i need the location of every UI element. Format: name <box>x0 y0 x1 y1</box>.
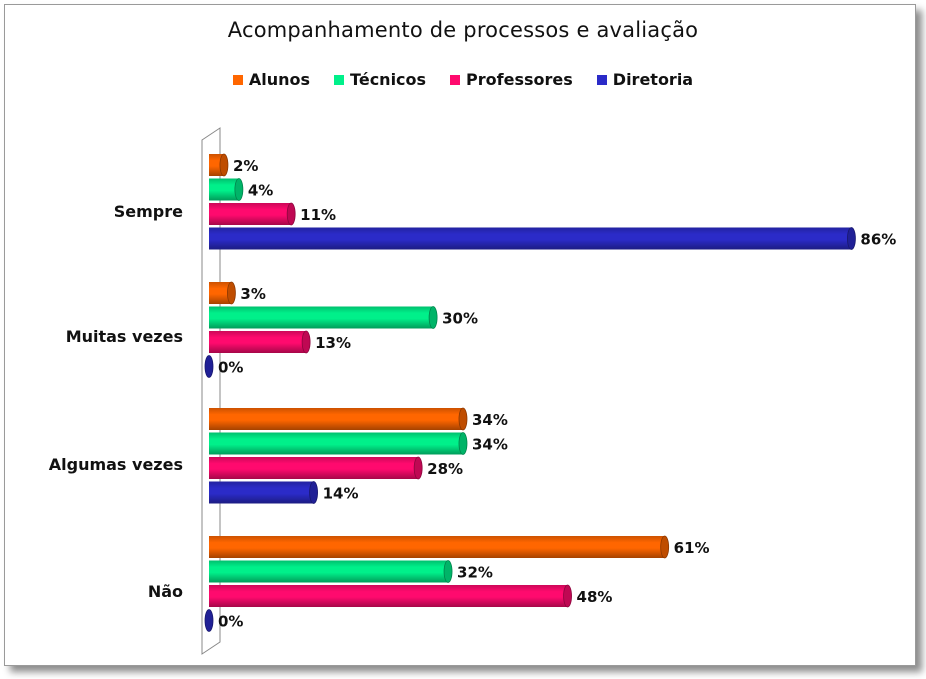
bar <box>209 560 449 583</box>
bar <box>209 282 232 304</box>
bar-cap <box>428 306 438 329</box>
legend-item-tecnicos: Técnicos <box>334 70 426 89</box>
bar-cap <box>458 432 468 455</box>
data-label: 3% <box>240 285 265 303</box>
bar <box>209 227 852 250</box>
legend-swatch-tecnicos <box>334 74 345 85</box>
data-label: 0% <box>218 613 243 631</box>
bar-cap <box>234 178 244 201</box>
bar <box>209 408 463 430</box>
legend-label-alunos: Alunos <box>248 70 311 89</box>
bar-cap <box>301 330 311 354</box>
bar-cap <box>227 281 236 305</box>
bar <box>209 178 239 201</box>
bar <box>209 585 568 607</box>
bar-cap <box>847 227 856 250</box>
legend-swatch-professores <box>450 74 461 85</box>
bar <box>209 481 314 504</box>
data-label: 28% <box>427 460 463 478</box>
bar-cap <box>443 560 453 583</box>
data-label: 34% <box>472 436 508 454</box>
category-label: Sempre <box>114 202 183 221</box>
bar-cap <box>413 456 423 480</box>
bar-cap <box>204 355 214 378</box>
bar <box>209 203 292 225</box>
bar-cap <box>458 407 468 431</box>
data-label: 14% <box>323 485 359 503</box>
bar-cap <box>660 535 670 559</box>
data-label: 32% <box>457 564 493 582</box>
category-label: Muitas vezes <box>66 327 183 346</box>
legend-label-tecnicos: Técnicos <box>350 70 427 89</box>
bar <box>209 536 665 558</box>
data-label: 34% <box>472 411 508 429</box>
axis-wall <box>201 127 221 655</box>
data-label: 30% <box>442 310 478 328</box>
bar-cap <box>309 481 318 504</box>
data-label: 13% <box>315 334 351 352</box>
legend-swatch-diretoria <box>596 74 607 85</box>
legend-swatch-alunos <box>232 74 243 85</box>
legend-item-alunos: Alunos <box>232 70 311 89</box>
data-label: 61% <box>674 539 710 557</box>
data-label: 0% <box>218 359 243 377</box>
bar <box>209 331 307 353</box>
legend-item-professores: Professores <box>450 70 573 89</box>
bar-cap <box>204 609 214 632</box>
bar <box>209 457 419 479</box>
bar <box>209 432 463 455</box>
data-label: 48% <box>577 588 613 606</box>
data-label: 4% <box>248 182 273 200</box>
bar-cap <box>563 584 572 608</box>
category-label: Algumas vezes <box>49 455 183 474</box>
legend: Alunos Técnicos Professores Diretoria <box>0 70 926 89</box>
bar-cap <box>219 153 229 177</box>
legend-item-diretoria: Diretoria <box>596 70 694 89</box>
bar-cap <box>286 202 296 226</box>
data-label: 86% <box>860 231 896 249</box>
chart-title: Acompanhamento de processos e avaliação <box>227 18 699 42</box>
legend-label-professores: Professores <box>466 70 573 89</box>
legend-label-diretoria: Diretoria <box>612 70 694 89</box>
data-label: 2% <box>233 157 258 175</box>
category-label: Não <box>148 582 183 601</box>
bar <box>209 306 434 329</box>
data-label: 11% <box>300 206 336 224</box>
